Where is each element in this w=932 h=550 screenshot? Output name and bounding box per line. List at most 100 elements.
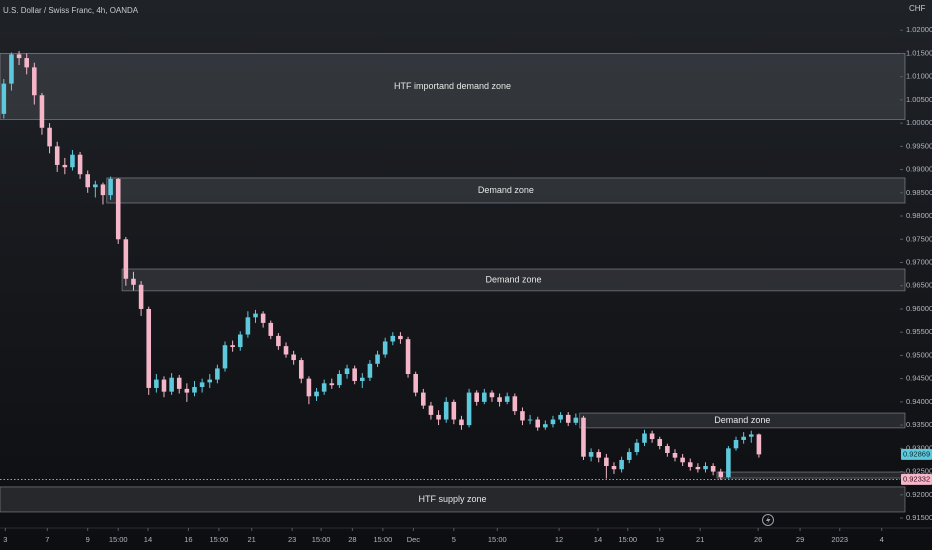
candle-body bbox=[390, 335, 396, 342]
x-tick-label: 14 bbox=[594, 535, 602, 544]
y-tick-label: 0.94000 bbox=[906, 397, 932, 406]
candle-body bbox=[535, 419, 540, 428]
candle-body bbox=[649, 433, 655, 440]
x-tick-label: 29 bbox=[796, 535, 804, 544]
x-tick-label: 26 bbox=[754, 535, 762, 544]
candle-body bbox=[619, 459, 624, 470]
candle-body bbox=[32, 67, 37, 96]
x-tick-label: 19 bbox=[656, 535, 664, 544]
x-tick-label: 15:00 bbox=[373, 535, 392, 544]
candle-body bbox=[382, 341, 388, 355]
candle-body bbox=[245, 317, 251, 335]
candle-body bbox=[443, 401, 449, 420]
candle-body bbox=[588, 452, 594, 457]
candle-body bbox=[207, 379, 213, 383]
candle-body bbox=[276, 335, 281, 347]
zone bbox=[0, 53, 906, 120]
candle-body bbox=[352, 368, 357, 381]
candle-body bbox=[1, 83, 7, 114]
x-tick-label: 15:00 bbox=[109, 535, 128, 544]
candle-body bbox=[657, 439, 663, 447]
x-tick-label: 3 bbox=[3, 535, 7, 544]
candle-body bbox=[680, 457, 685, 463]
candle-body bbox=[596, 452, 602, 458]
symbol-title: U.S. Dollar / Swiss Franc, 4h, OANDA bbox=[3, 6, 139, 15]
candle-body bbox=[489, 392, 495, 398]
y-tick-label: 0.97000 bbox=[906, 257, 932, 266]
y-tick-label: 0.98000 bbox=[906, 211, 932, 220]
candle-body bbox=[466, 392, 472, 426]
y-tick-label: 0.95500 bbox=[906, 327, 932, 336]
candle-body bbox=[253, 313, 258, 318]
y-tick-label: 0.99000 bbox=[906, 165, 932, 174]
x-tick-label: Dec bbox=[407, 535, 421, 544]
y-tick-label: 1.02000 bbox=[906, 25, 932, 34]
candle-body bbox=[695, 466, 701, 470]
candle-body bbox=[527, 419, 533, 421]
candle-body bbox=[428, 405, 434, 415]
candle-body bbox=[146, 308, 152, 388]
candle-body bbox=[642, 433, 647, 443]
candle-body bbox=[176, 377, 182, 389]
candle-body bbox=[634, 442, 640, 453]
candle-body bbox=[741, 436, 746, 440]
y-tick-label: 0.91500 bbox=[906, 513, 932, 522]
zone-label: Demand zone bbox=[714, 415, 770, 425]
x-tick-label: 9 bbox=[86, 535, 90, 544]
candle-body bbox=[314, 391, 319, 397]
candle-body bbox=[520, 411, 525, 421]
y-tick-label: 0.94500 bbox=[906, 374, 932, 383]
candle-body bbox=[512, 396, 518, 412]
x-tick-label: 2023 bbox=[831, 535, 848, 544]
candle-body bbox=[70, 154, 75, 168]
candle-body bbox=[215, 368, 220, 380]
price-badge-label: 0.92869 bbox=[903, 449, 930, 458]
candle-body bbox=[413, 374, 418, 393]
candle-body bbox=[482, 392, 487, 402]
candle-body bbox=[108, 178, 113, 196]
candle-body bbox=[367, 363, 373, 378]
candle-body bbox=[77, 154, 83, 175]
y-tick-label: 0.99500 bbox=[906, 141, 932, 150]
candle-body bbox=[748, 434, 754, 437]
candle-body bbox=[93, 184, 98, 188]
candle-body bbox=[459, 419, 464, 426]
candle-body bbox=[154, 379, 159, 388]
candle-body bbox=[581, 417, 586, 457]
x-tick-label: 15:00 bbox=[618, 535, 637, 544]
zone-label: HTF importand demand zone bbox=[394, 81, 511, 91]
candle-body bbox=[260, 313, 266, 323]
replay-icon[interactable] bbox=[762, 514, 774, 526]
candle-body bbox=[360, 377, 365, 381]
candle-body bbox=[558, 414, 563, 420]
candle-body bbox=[611, 465, 617, 470]
candle-body bbox=[321, 383, 327, 392]
candle-body bbox=[718, 471, 724, 478]
candle-body bbox=[138, 284, 144, 309]
candle-body bbox=[733, 439, 739, 449]
y-tick-label: 1.00000 bbox=[906, 118, 932, 127]
candle-body bbox=[703, 465, 708, 470]
candle-body bbox=[9, 54, 14, 84]
y-tick-label: 1.01000 bbox=[906, 72, 932, 81]
candle-body bbox=[543, 424, 548, 428]
candle-body bbox=[421, 392, 426, 406]
candle-body bbox=[672, 452, 678, 458]
y-tick-label: 0.92000 bbox=[906, 490, 932, 499]
x-tick-label: 7 bbox=[45, 535, 49, 544]
x-tick-label: 15:00 bbox=[210, 535, 229, 544]
zone bbox=[121, 268, 906, 292]
candle-body bbox=[199, 382, 205, 388]
candle-body bbox=[344, 368, 350, 375]
candle-body bbox=[451, 401, 457, 420]
y-tick-label: 0.93000 bbox=[906, 443, 932, 452]
candle-body bbox=[47, 127, 52, 147]
candle-body bbox=[192, 387, 197, 393]
zone bbox=[716, 471, 906, 479]
x-tick-label: 16 bbox=[184, 535, 192, 544]
x-tick-label: 5 bbox=[452, 535, 456, 544]
candle-body bbox=[169, 377, 174, 392]
candle-body bbox=[306, 378, 312, 397]
